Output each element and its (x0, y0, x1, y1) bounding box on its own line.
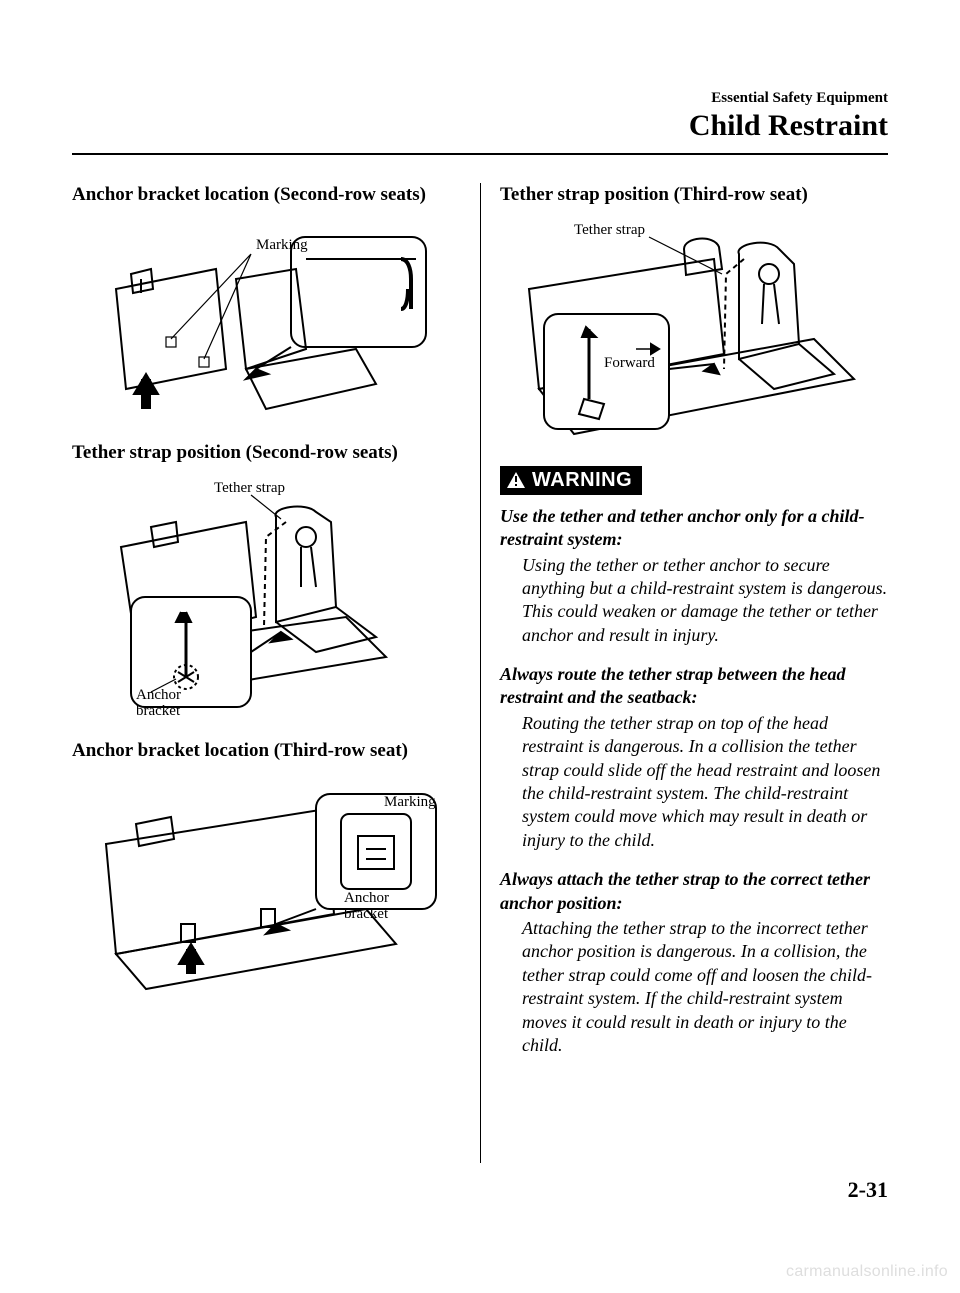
label-anchor-bracket-a: Anchorbracket (136, 687, 181, 717)
figure-anchor-third-row: Marking Anchorbracket (86, 774, 446, 994)
two-column-layout: Anchor bracket location (Second-row seat… (72, 183, 888, 1073)
heading-anchor-third-row: Anchor bracket location (Third-row seat) (72, 739, 460, 763)
label-tether-strap: Tether strap (214, 480, 285, 496)
figure-tether-second-row: Tether strap Anchorbracket (96, 477, 436, 717)
header-rule (72, 153, 888, 155)
warning-label: WARNING (500, 466, 642, 495)
column-divider (480, 183, 481, 1163)
warn2-body: Routing the tether strap on top of the h… (522, 712, 888, 852)
heading-tether-third-row: Tether strap position (Third-row seat) (500, 183, 888, 207)
warn1-title: Use the tether and tether anchor only fo… (500, 505, 888, 552)
warn3-title: Always attach the tether strap to the co… (500, 868, 888, 915)
warning-block: WARNING Use the tether and tether anchor… (500, 466, 888, 1058)
page-number: 2-31 (848, 1177, 888, 1203)
label-marking: Marking (256, 237, 308, 253)
left-column: Anchor bracket location (Second-row seat… (72, 183, 480, 1073)
page-header: Essential Safety Equipment Child Restrai… (72, 90, 888, 143)
label-tether-strap-2: Tether strap (574, 222, 645, 238)
warning-text: WARNING (532, 469, 632, 492)
warn3-body: Attaching the tether strap to the incorr… (522, 917, 888, 1057)
label-forward: Forward (604, 355, 655, 371)
page: Essential Safety Equipment Child Restrai… (0, 0, 960, 1293)
figure-tether-third-row: Tether strap Forward (514, 219, 874, 444)
heading-anchor-second-row: Anchor bracket location (Second-row seat… (72, 183, 460, 207)
header-chapter: Essential Safety Equipment (72, 90, 888, 107)
label-marking-2: Marking (384, 794, 436, 810)
heading-tether-second-row: Tether strap position (Second-row seats) (72, 441, 460, 465)
figure-anchor-second-row: Marking (96, 219, 436, 419)
right-column: Tether strap position (Third-row seat) (480, 183, 888, 1073)
label-anchor-bracket-b: Anchorbracket (344, 890, 389, 922)
watermark: carmanualsonline.info (786, 1263, 948, 1281)
header-section: Child Restraint (72, 109, 888, 143)
warn2-title: Always route the tether strap between th… (500, 663, 888, 710)
warn1-body: Using the tether or tether anchor to sec… (522, 554, 888, 648)
warning-icon (506, 471, 526, 489)
